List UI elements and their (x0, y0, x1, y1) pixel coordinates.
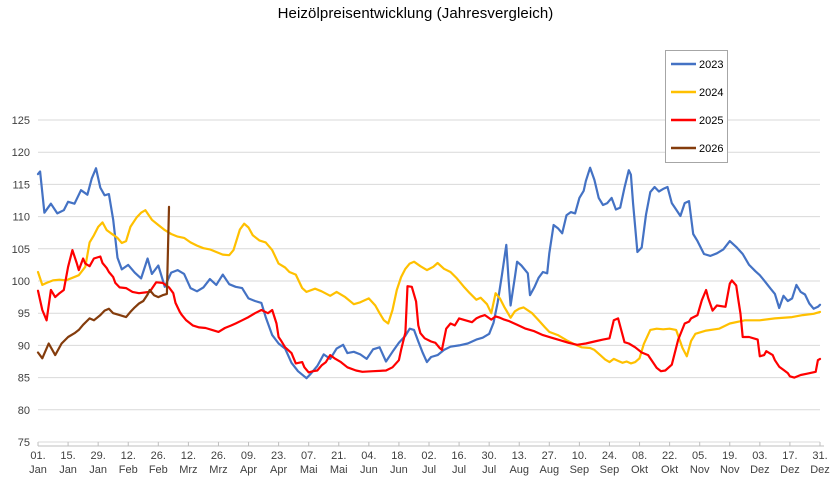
x-tick-month: Dez (750, 464, 770, 476)
series-line-2025 (36, 249, 822, 379)
x-tick-month: Okt (661, 464, 678, 476)
legend-item-2026[interactable]: 2026 (671, 143, 723, 155)
x-tick-month: Sep (570, 464, 590, 476)
x-axis-labels: 01. Jan 15. Jan 29. Jan 12. Feb 26. Feb 12. Mrz 26. M… (29, 450, 830, 476)
y-tick-label: 80 (18, 405, 30, 417)
legend-label-2024: 2024 (699, 87, 723, 99)
x-tick-month: Okt (631, 464, 648, 476)
x-tick-day: 21. (331, 450, 346, 462)
series-line-2026 (36, 205, 171, 360)
x-tick-month: Jan (29, 464, 47, 476)
x-tick-month: Nov (690, 464, 710, 476)
y-tick-label: 115 (12, 179, 30, 191)
x-tick-day: 17. (782, 450, 797, 462)
legend-item-2025[interactable]: 2025 (671, 115, 723, 127)
x-tick-month: Feb (119, 464, 138, 476)
x-tick-day: 15. (60, 450, 75, 462)
x-tick-day: 01. (30, 450, 45, 462)
x-tick-month: Feb (149, 464, 168, 476)
x-tick-day: 16. (451, 450, 466, 462)
x-tick-month: Jun (360, 464, 378, 476)
legend-item-2024[interactable]: 2024 (671, 87, 723, 99)
x-tick-month: Aug (509, 464, 529, 476)
y-tick-label: 105 (12, 244, 30, 256)
x-tick-month: Nov (720, 464, 740, 476)
x-tick-day: 27. (542, 450, 557, 462)
legend-label-2023: 2023 (699, 59, 723, 71)
x-tick-month: Apr (270, 464, 287, 476)
x-tick-month: Jul (422, 464, 436, 476)
legend-label-2026: 2026 (699, 143, 723, 155)
x-tick-day: 24. (602, 450, 617, 462)
x-tick-month: Mrz (209, 464, 227, 476)
x-tick-day: 09. (241, 450, 256, 462)
x-tick-month: Mai (300, 464, 318, 476)
x-tick-month: Dez (780, 464, 800, 476)
legend: 2023 2024 2025 2026 (665, 50, 728, 163)
x-tick-month: Aug (540, 464, 560, 476)
y-axis-labels: 75 80 85 90 95 100 105 110 115 120 125 (12, 115, 30, 449)
x-tick-day: 13. (512, 450, 527, 462)
y-tick-label: 110 (12, 212, 30, 224)
x-tick-day: 04. (361, 450, 376, 462)
y-tick-label: 90 (18, 340, 30, 352)
x-tick-day: 12. (121, 450, 136, 462)
y-tick-label: 120 (12, 147, 30, 159)
x-tick-day: 31. (812, 450, 827, 462)
y-tick-label: 85 (18, 373, 30, 385)
x-tick-day: 10. (572, 450, 587, 462)
chart-title: Heizölpreisentwicklung (Jahresvergleich) (277, 5, 554, 22)
legend-item-2023[interactable]: 2023 (671, 59, 723, 71)
x-tick-day: 19. (722, 450, 737, 462)
x-tick-month: Jan (89, 464, 107, 476)
x-tick-month: Sep (600, 464, 620, 476)
x-tick-day: 03. (752, 450, 767, 462)
x-tick-month: Jul (452, 464, 466, 476)
x-tick-month: Mrz (179, 464, 197, 476)
y-tick-label: 95 (18, 308, 30, 320)
x-tick-month: Mai (330, 464, 348, 476)
series-line-2023 (36, 166, 822, 380)
x-tick-day: 22. (662, 450, 677, 462)
x-tick-month: Jan (59, 464, 77, 476)
y-tick-label: 75 (18, 437, 30, 449)
x-tick-day: 29. (91, 450, 106, 462)
series-line-2024 (36, 209, 822, 365)
y-tick-label: 100 (12, 276, 30, 288)
x-tick-month: Jul (482, 464, 496, 476)
x-tick-day: 02. (421, 450, 436, 462)
x-tick-day: 12. (181, 450, 196, 462)
legend-box (665, 50, 728, 163)
x-tick-day: 18. (391, 450, 406, 462)
x-tick-day: 08. (632, 450, 647, 462)
gridlines (38, 119, 820, 443)
x-tick-day: 30. (482, 450, 497, 462)
y-tick-label: 125 (12, 115, 30, 127)
x-tick-day: 23. (271, 450, 286, 462)
x-tick-month: Dez (810, 464, 830, 476)
x-tick-day: 26. (211, 450, 226, 462)
x-tick-month: Jun (390, 464, 408, 476)
x-tick-day: 05. (692, 450, 707, 462)
legend-label-2025: 2025 (699, 115, 723, 127)
x-tick-month: Apr (240, 464, 257, 476)
x-tick-day: 26. (151, 450, 166, 462)
x-tick-day: 07. (301, 450, 316, 462)
x-axis-ticks (37, 442, 821, 446)
